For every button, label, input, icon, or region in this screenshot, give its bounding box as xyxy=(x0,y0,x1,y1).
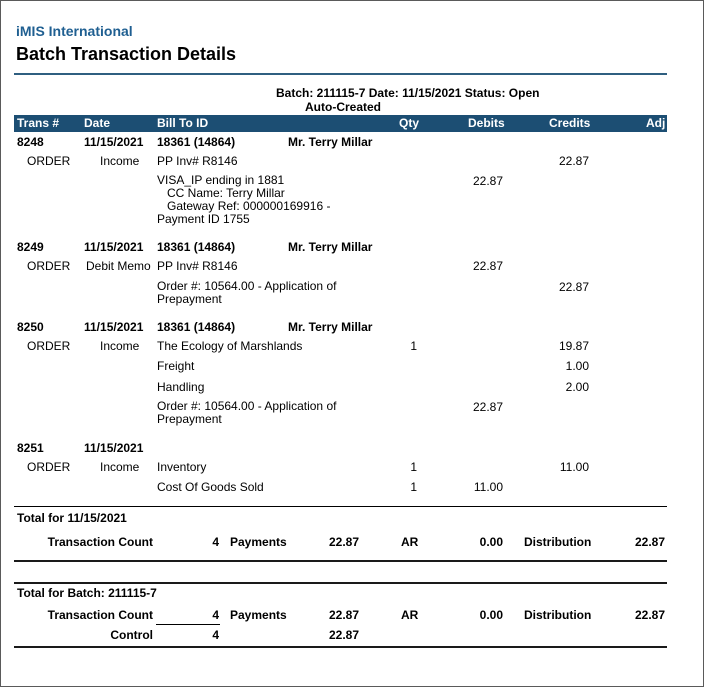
col-date: Date xyxy=(84,116,111,130)
order-line: Order #: 10564.00 - Application of xyxy=(157,399,337,413)
report-title: Batch Transaction Details xyxy=(16,44,237,64)
line-credit: 2.00 xyxy=(565,380,589,394)
payments-label: Payments xyxy=(230,535,287,549)
trans-date: 11/15/2021 xyxy=(84,320,144,334)
batch-info: Batch: 211115-7 Date: 11/15/2021 Status:… xyxy=(1,86,703,114)
payment-details: VISA_IP ending in 1881 CC Name: Terry Mi… xyxy=(157,174,330,226)
transaction-count-label: Transaction Count xyxy=(47,535,153,549)
customer-name: Mr. Terry Millar xyxy=(288,240,373,254)
line-qty: 1 xyxy=(410,460,417,474)
line-credit: 22.87 xyxy=(558,280,589,294)
ar-label: AR xyxy=(401,608,419,622)
count-underline xyxy=(156,624,220,625)
payment-detail-line: Payment ID 1755 xyxy=(157,212,250,226)
trans-number: 8251 xyxy=(17,441,44,455)
line-description: The Ecology of Marshlands xyxy=(157,339,303,353)
auto-created-label: Auto-Created xyxy=(305,100,382,114)
payment-detail-line: Gateway Ref: 000000169916 - xyxy=(157,199,331,213)
line-description: Freight xyxy=(157,359,195,373)
line-credit: 11.00 xyxy=(559,460,589,474)
distribution-label: Distribution xyxy=(524,608,592,622)
line-credit: 1.00 xyxy=(565,359,589,373)
bill-to-id: 18361 (14864) xyxy=(157,320,236,334)
transaction-count: 4 xyxy=(212,608,219,622)
payments-label: Payments xyxy=(230,608,287,622)
column-header-bar: Trans # Date Bill To ID Qty Debits Credi… xyxy=(14,115,667,132)
line-description: PP Inv# R8146 xyxy=(157,259,238,273)
line-category: Debit Memo xyxy=(86,259,151,273)
distribution-amount: 22.87 xyxy=(634,608,665,622)
distribution-amount: 22.87 xyxy=(634,535,665,549)
line-type: ORDER xyxy=(27,154,71,168)
order-line: Prepayment xyxy=(157,412,222,426)
line-debit: 11.00 xyxy=(473,480,503,494)
line-category: Income xyxy=(100,339,140,353)
line-description: PP Inv# R8146 xyxy=(157,154,238,168)
bill-to-id: 18361 (14864) xyxy=(157,135,236,149)
payments-amount: 22.87 xyxy=(328,608,359,622)
col-trans: Trans # xyxy=(17,116,60,130)
control-amount: 22.87 xyxy=(328,628,359,642)
transaction-count-label: Transaction Count xyxy=(47,608,153,622)
organization-name: iMIS International xyxy=(16,23,133,39)
col-qty: Qty xyxy=(399,116,420,130)
payment-detail-line: CC Name: Terry Millar xyxy=(157,186,285,200)
line-debit: 22.87 xyxy=(472,259,503,273)
line-type: ORDER xyxy=(27,259,71,273)
trans-number: 8249 xyxy=(17,240,44,254)
trans-date: 11/15/2021 xyxy=(84,441,144,455)
section-divider xyxy=(14,506,667,507)
ar-label: AR xyxy=(401,535,419,549)
order-line: Order #: 10564.00 - Application of xyxy=(157,279,337,293)
control-count: 4 xyxy=(212,628,219,642)
batch-line: Batch: 211115-7 Date: 11/15/2021 Status:… xyxy=(276,86,540,100)
distribution-label: Distribution xyxy=(524,535,592,549)
section-divider xyxy=(14,560,667,562)
order-application: Order #: 10564.00 - Application of Prepa… xyxy=(157,280,336,306)
section-divider xyxy=(14,582,667,584)
customer-name: Mr. Terry Millar xyxy=(288,320,373,334)
line-qty: 1 xyxy=(410,339,417,353)
batch-total-label: Total for Batch: 211115-7 xyxy=(17,586,157,600)
col-credits: Credits xyxy=(549,116,591,130)
line-description: Inventory xyxy=(157,460,207,474)
line-credit: 22.87 xyxy=(558,154,589,168)
line-debit: 22.87 xyxy=(472,400,503,414)
section-divider xyxy=(14,646,667,648)
payment-detail-line: VISA_IP ending in 1881 xyxy=(157,173,285,187)
line-description: Cost Of Goods Sold xyxy=(157,480,264,494)
line-description: Handling xyxy=(157,380,205,394)
customer-name: Mr. Terry Millar xyxy=(288,135,373,149)
col-bill-to: Bill To ID xyxy=(157,116,209,130)
line-category: Income xyxy=(100,460,140,474)
line-type: ORDER xyxy=(27,460,71,474)
line-qty: 1 xyxy=(410,480,417,494)
line-type: ORDER xyxy=(27,339,71,353)
date-total-label: Total for 11/15/2021 xyxy=(17,511,127,525)
trans-date: 11/15/2021 xyxy=(84,135,144,149)
control-label: Control xyxy=(110,628,153,642)
order-line: Prepayment xyxy=(157,292,222,306)
ar-amount: 0.00 xyxy=(479,535,503,549)
line-debit: 22.87 xyxy=(472,174,503,188)
trans-number: 8250 xyxy=(17,320,44,334)
ar-amount: 0.00 xyxy=(479,608,503,622)
title-divider xyxy=(14,73,667,75)
col-adj: Adj xyxy=(646,116,666,130)
transaction-count: 4 xyxy=(212,535,219,549)
line-credit: 19.87 xyxy=(558,339,589,353)
payments-amount: 22.87 xyxy=(328,535,359,549)
bill-to-id: 18361 (14864) xyxy=(157,240,236,254)
col-debits: Debits xyxy=(468,116,505,130)
trans-date: 11/15/2021 xyxy=(84,240,144,254)
trans-number: 8248 xyxy=(17,135,44,149)
order-application: Order #: 10564.00 - Application of Prepa… xyxy=(157,400,336,426)
line-category: Income xyxy=(100,154,140,168)
